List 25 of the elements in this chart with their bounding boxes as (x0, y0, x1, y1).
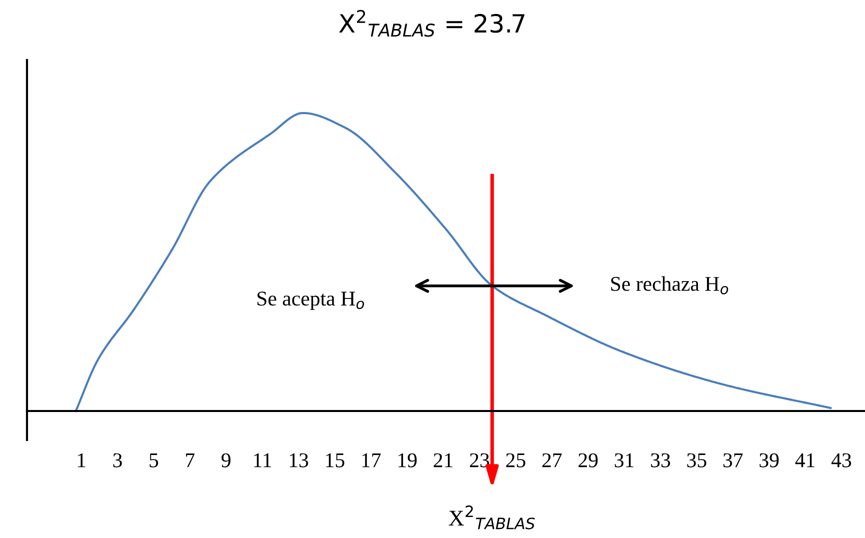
x-tick-label: 35 (687, 453, 706, 468)
x-tick-label: 25 (506, 453, 526, 468)
x-tick-label: 39 (760, 453, 779, 468)
x-tick-label: 7 (186, 453, 195, 468)
x-tick-label: 13 (290, 453, 308, 468)
x-tick-label: 21 (434, 453, 452, 468)
x-tick-label: 41 (795, 453, 814, 468)
ref-line-label: X$^{2}$$_{TABLAS}$ (448, 505, 535, 530)
x-tick-label: 15 (326, 453, 344, 468)
x-tick-label: 3 (113, 453, 122, 468)
x-tick-label: 27 (542, 453, 562, 468)
x-tick-label: 11 (254, 453, 272, 468)
x-tick-label: 43 (831, 453, 852, 468)
annotation: Se acepta H$_{o}$ (257, 292, 364, 310)
x-tick-label: 31 (614, 453, 634, 468)
x-tick-label: 5 (150, 453, 158, 468)
x-tick-label: 37 (723, 453, 743, 468)
x-tick-label: 19 (398, 453, 417, 468)
x-tick-label: 33 (651, 453, 670, 468)
x-tick-label: 1 (78, 453, 86, 468)
x-tick-label: 9 (222, 453, 230, 468)
chart-title: X$^{2}$$_{TABLAS}$ = 23.7 (339, 10, 524, 37)
annotation: Se rechaza H$_{o}$ (611, 276, 728, 294)
x-tick-label: 29 (578, 453, 598, 468)
x-tick-label: 17 (362, 453, 381, 468)
